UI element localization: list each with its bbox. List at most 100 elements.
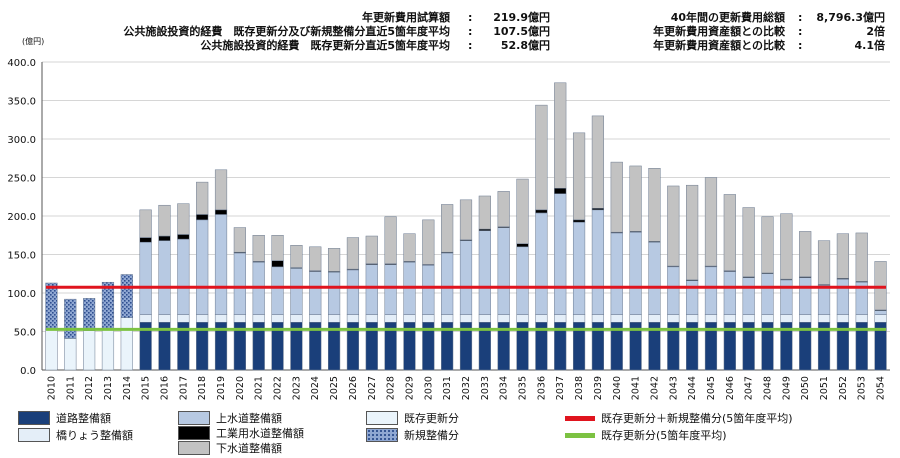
bar-water <box>497 227 510 315</box>
bar-water <box>290 268 303 315</box>
bar-water <box>158 240 171 315</box>
x-tick-label: 2037 <box>555 376 566 400</box>
bar-bridge <box>799 314 812 323</box>
legend-swatch <box>366 428 398 442</box>
bar-bridge <box>516 314 529 323</box>
legend-label: 下水道整備額 <box>216 442 282 455</box>
summary-label: 年更新費用資産額との比較 <box>653 25 785 38</box>
bar-water <box>233 252 246 315</box>
legend-swatch <box>366 411 398 425</box>
bar-sewer <box>422 219 435 265</box>
x-tick-label: 2010 <box>46 376 57 400</box>
summary-label: 公共施設投資的経費 既存更新分直近5箇年度平均 <box>200 39 450 52</box>
x-tick-label: 2048 <box>763 376 774 400</box>
summary-value: 2倍 <box>866 25 885 38</box>
bar-water <box>761 273 774 315</box>
bar-water <box>139 241 152 315</box>
bar-industrial-water <box>196 214 209 221</box>
x-tick-label: 2050 <box>800 376 811 400</box>
bar-sewer <box>591 115 605 209</box>
bar-bridge <box>591 314 605 323</box>
x-tick-label: 2018 <box>197 376 208 400</box>
x-tick-label: 2025 <box>329 376 340 400</box>
x-tick-label: 2041 <box>631 376 642 400</box>
summary-block: 年更新費用試算額 : 219.9億円 公共施設投資的経費 既存更新分及び新規整備… <box>0 0 900 58</box>
x-tick-label: 2014 <box>122 376 133 400</box>
bar-sewer <box>196 181 209 215</box>
bar-water <box>516 246 529 315</box>
bar-new-development <box>83 298 96 331</box>
bar-water <box>629 231 642 315</box>
legend-swatch <box>178 426 210 440</box>
bar-water <box>780 279 793 315</box>
bar-sewer <box>648 168 661 242</box>
x-tick-label: 2039 <box>593 376 604 400</box>
y-tick-label: 150.0 <box>7 251 36 262</box>
x-tick-label: 2015 <box>141 376 152 400</box>
bar-bridge <box>761 314 774 323</box>
bar-sewer <box>572 132 586 221</box>
legend-swatch <box>565 415 595 421</box>
x-tick-label: 2019 <box>216 376 227 400</box>
bar-existing-renewal <box>120 317 133 371</box>
bar-industrial-water <box>139 237 152 243</box>
y-tick-label: 0.0 <box>20 366 36 377</box>
legend-label: 橋りょう整備額 <box>56 429 133 442</box>
bar-sewer <box>686 184 699 281</box>
bar-water <box>874 310 887 315</box>
legend-swatch <box>18 428 50 442</box>
legend-swatch <box>565 432 595 438</box>
x-tick-label: 2021 <box>254 376 265 400</box>
bar-bridge <box>196 314 209 323</box>
x-tick-label: 2013 <box>103 376 114 400</box>
bar-water <box>196 219 209 315</box>
bar-bridge <box>704 314 718 323</box>
bar-industrial-water <box>516 243 529 248</box>
bar-sewer <box>459 199 473 241</box>
x-tick-label: 2054 <box>876 376 887 400</box>
bar-bridge <box>478 314 491 323</box>
bar-new-development <box>101 281 115 331</box>
bar-sewer <box>327 248 341 272</box>
legend-item-industrial-water: 工業用水道整備額 <box>178 425 304 441</box>
x-tick-label: 2051 <box>819 376 830 400</box>
x-tick-label: 2012 <box>84 376 95 400</box>
bar-bridge <box>610 314 623 323</box>
legend-swatch <box>18 411 50 425</box>
y-tick-label: 400.0 <box>7 58 36 69</box>
bar-industrial-water <box>572 219 586 223</box>
bar-sewer <box>817 240 831 285</box>
bar-water <box>799 277 812 315</box>
x-tick-label: 2036 <box>536 376 547 400</box>
bar-bridge <box>817 314 831 323</box>
bar-water <box>554 193 567 315</box>
bar-sewer <box>610 161 623 233</box>
x-tick-label: 2035 <box>518 376 529 400</box>
bar-water <box>365 264 378 315</box>
bar-water <box>723 271 736 315</box>
y-tick-label: 50.0 <box>14 328 36 339</box>
bar-sewer <box>629 165 642 232</box>
bar-water <box>535 212 548 315</box>
bar-sewer <box>384 216 397 264</box>
bar-new-development <box>45 282 58 331</box>
summary-label: 年更新費用試算額 <box>362 11 450 24</box>
bar-water <box>817 285 831 315</box>
bar-bridge <box>290 314 303 323</box>
bar-sewer <box>346 237 360 270</box>
x-tick-label: 2044 <box>687 376 698 400</box>
x-tick-label: 2043 <box>668 376 679 400</box>
bar-sewer <box>742 207 755 278</box>
bar-bridge <box>422 314 435 323</box>
x-tick-label: 2046 <box>725 376 736 400</box>
legend-label: 既存更新分(5箇年度平均) <box>601 429 727 442</box>
bar-water <box>459 240 473 315</box>
summary-value: 52.8億円 <box>500 39 550 52</box>
legend-label: 既存更新分＋新規整備分(5箇年度平均) <box>601 412 793 425</box>
legend-swatch <box>178 441 210 455</box>
bar-sewer <box>761 216 774 274</box>
bar-bridge <box>855 314 868 323</box>
bar-bridge <box>723 314 736 323</box>
bar-bridge <box>214 314 228 323</box>
bar-existing-renewal <box>64 338 77 371</box>
